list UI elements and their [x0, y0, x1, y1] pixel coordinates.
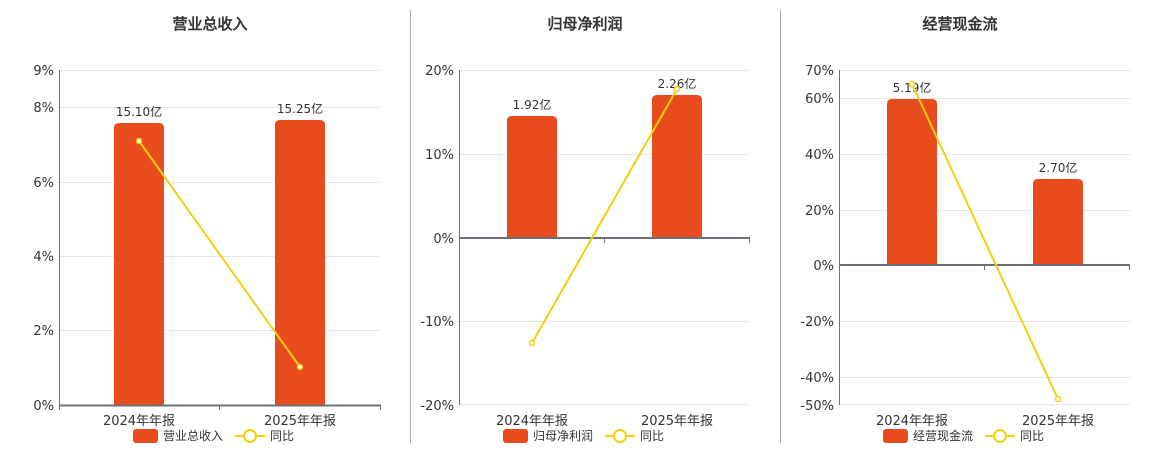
- svg-text:-10%: -10%: [420, 315, 454, 330]
- legend-bar-label[interactable]: 归母净利润: [533, 429, 594, 443]
- yoy-point[interactable]: [673, 85, 681, 93]
- x-axis-label: 2025年年报: [264, 414, 336, 429]
- chart-panel-net-profit: 归母净利润 20% 10% 0% -10% -20% 1.92亿 2.26亿 2…: [411, 0, 781, 450]
- legend-line-icon[interactable]: [235, 428, 266, 443]
- yoy-line: [911, 83, 1059, 400]
- svg-text:20%: 20%: [425, 64, 454, 79]
- y-axis-labels: 20% 10% 0% -10% -20%: [420, 64, 454, 414]
- chart-plot-area: 9% 8% 6% 4% 2% 0% 15.10亿 15.25亿 2024年年报 …: [33, 64, 381, 429]
- bar-label: 5.19亿: [893, 80, 932, 95]
- chart-title: 归母净利润: [547, 15, 623, 33]
- svg-text:-40%: -40%: [800, 371, 834, 386]
- yoy-line: [531, 88, 678, 344]
- bar-label: 1.92亿: [513, 97, 552, 112]
- yoy-point[interactable]: [528, 339, 536, 347]
- bar-label: 15.25亿: [277, 101, 323, 116]
- bar-label: 2.26亿: [658, 76, 697, 91]
- y-axis-labels: 9% 8% 6% 4% 2% 0%: [33, 64, 54, 414]
- bar-2025[interactable]: [1033, 179, 1083, 265]
- bar-2025[interactable]: [275, 120, 325, 405]
- legend-bar-swatch[interactable]: [133, 428, 158, 443]
- legend-bar-label[interactable]: 经营现金流: [913, 429, 974, 443]
- x-axis-label: 2025年年报: [1022, 414, 1094, 429]
- legend-bar-swatch[interactable]: [883, 428, 908, 443]
- svg-text:8%: 8%: [33, 101, 54, 116]
- bar-2024[interactable]: [507, 116, 557, 238]
- bar-label: 15.10亿: [116, 104, 162, 119]
- svg-text:-20%: -20%: [420, 399, 454, 414]
- svg-text:20%: 20%: [805, 204, 834, 219]
- x-axis-label: 2024年年报: [496, 414, 568, 429]
- panel-divider: [410, 10, 411, 443]
- x-axis-label: 2025年年报: [641, 414, 713, 429]
- x-axis-label: 2024年年报: [876, 414, 948, 429]
- y-axis-labels: 70% 60% 40% 20% 0% -20% -40% -50%: [800, 64, 834, 414]
- legend-line-label[interactable]: 同比: [1020, 429, 1045, 443]
- chart-panel-revenue: 营业总收入 9% 8% 6% 4% 2% 0% 15.10亿 15.25亿: [0, 0, 410, 450]
- chart-panel-operating-cash-flow: 经营现金流 70% 60% 40% 20% 0% -20% -40% -50% …: [781, 0, 1160, 450]
- svg-text:70%: 70%: [805, 64, 834, 79]
- svg-text:60%: 60%: [805, 92, 834, 107]
- panel-divider: [780, 10, 781, 443]
- svg-text:2%: 2%: [33, 324, 54, 339]
- svg-text:40%: 40%: [805, 148, 834, 163]
- chart-legend: 归母净利润 同比: [503, 427, 664, 444]
- svg-text:-20%: -20%: [800, 315, 834, 330]
- svg-text:10%: 10%: [425, 148, 454, 163]
- legend-line-icon[interactable]: [985, 428, 1016, 443]
- chart-title: 营业总收入: [172, 15, 248, 33]
- svg-text:6%: 6%: [33, 176, 54, 191]
- svg-text:0%: 0%: [433, 232, 454, 247]
- yoy-point[interactable]: [908, 80, 916, 88]
- chart-legend: 经营现金流 同比: [883, 427, 1044, 444]
- bar-2024[interactable]: [887, 99, 937, 265]
- yoy-line: [138, 140, 301, 368]
- chart-legend: 营业总收入 同比: [133, 427, 294, 444]
- yoy-point[interactable]: [1054, 395, 1062, 403]
- chart-plot-area: 20% 10% 0% -10% -20% 1.92亿 2.26亿 2024年年报…: [420, 64, 750, 429]
- svg-text:9%: 9%: [33, 64, 54, 79]
- chart-plot-area: 70% 60% 40% 20% 0% -20% -40% -50% 5.19亿 …: [800, 64, 1130, 429]
- bar-label: 2.70亿: [1039, 160, 1078, 175]
- legend-line-icon[interactable]: [605, 428, 636, 443]
- legend-line-label[interactable]: 同比: [640, 429, 665, 443]
- svg-text:4%: 4%: [33, 250, 54, 265]
- bar-2025[interactable]: [652, 95, 702, 238]
- x-axis-label: 2024年年报: [103, 414, 175, 429]
- svg-text:-50%: -50%: [800, 399, 834, 414]
- legend-bar-label[interactable]: 营业总收入: [163, 429, 224, 443]
- yoy-point[interactable]: [135, 137, 143, 145]
- legend-bar-swatch[interactable]: [503, 428, 528, 443]
- svg-text:0%: 0%: [33, 399, 54, 414]
- svg-text:0%: 0%: [813, 259, 834, 274]
- bar-2024[interactable]: [114, 123, 164, 405]
- yoy-point[interactable]: [296, 363, 304, 371]
- chart-title: 经营现金流: [922, 15, 998, 33]
- legend-line-label[interactable]: 同比: [270, 429, 295, 443]
